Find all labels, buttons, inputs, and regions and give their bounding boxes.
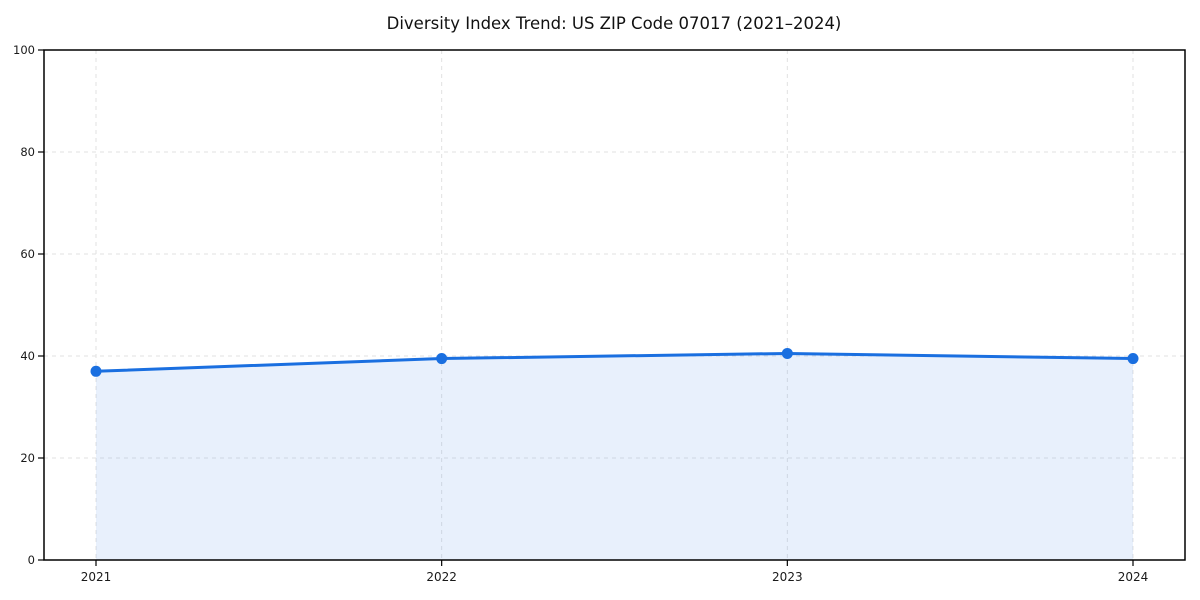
area-fill <box>96 353 1133 560</box>
y-tick-label: 60 <box>20 247 35 261</box>
y-tick-label: 40 <box>20 349 35 363</box>
chart-title: Diversity Index Trend: US ZIP Code 07017… <box>387 14 842 33</box>
trend-line <box>94 351 1135 373</box>
data-point <box>436 353 448 365</box>
data-point <box>90 365 102 377</box>
y-tick-label: 0 <box>28 553 35 567</box>
trend-series-layer <box>90 347 1139 560</box>
axis-layer: 0 20 40 60 80 100 2021 2022 2023 2024 <box>13 43 1186 584</box>
y-tick-label: 80 <box>20 145 35 159</box>
y-tick-label: 20 <box>20 451 35 465</box>
data-point <box>1127 353 1139 365</box>
x-tick-label: 2024 <box>1118 570 1149 584</box>
y-tick-label: 100 <box>13 43 35 57</box>
plot-border <box>43 49 1186 561</box>
data-point <box>781 347 793 359</box>
x-tick-label: 2022 <box>426 570 457 584</box>
x-tick-label: 2023 <box>772 570 803 584</box>
x-tick-label: 2021 <box>81 570 112 584</box>
